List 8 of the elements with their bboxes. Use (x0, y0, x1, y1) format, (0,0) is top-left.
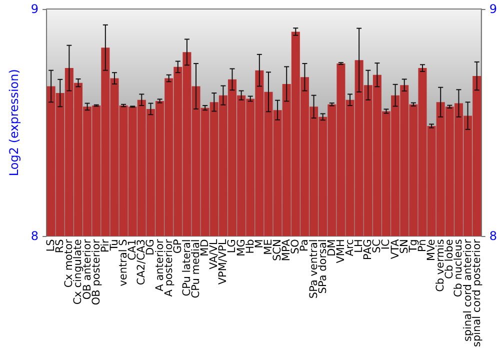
x-tick-label: OB posterior (90, 238, 102, 306)
x-tick-label: Tg (407, 239, 420, 254)
y2-tick-label: 8 (489, 229, 498, 244)
x-tick-label: Pa (298, 239, 311, 252)
x-tick-label: spinal cord posterior (470, 238, 483, 348)
x-tick-label: DG (144, 239, 157, 256)
y-axis-title: Log2 (expression) (7, 69, 21, 176)
y2-tick-label: 9 (489, 2, 498, 16)
